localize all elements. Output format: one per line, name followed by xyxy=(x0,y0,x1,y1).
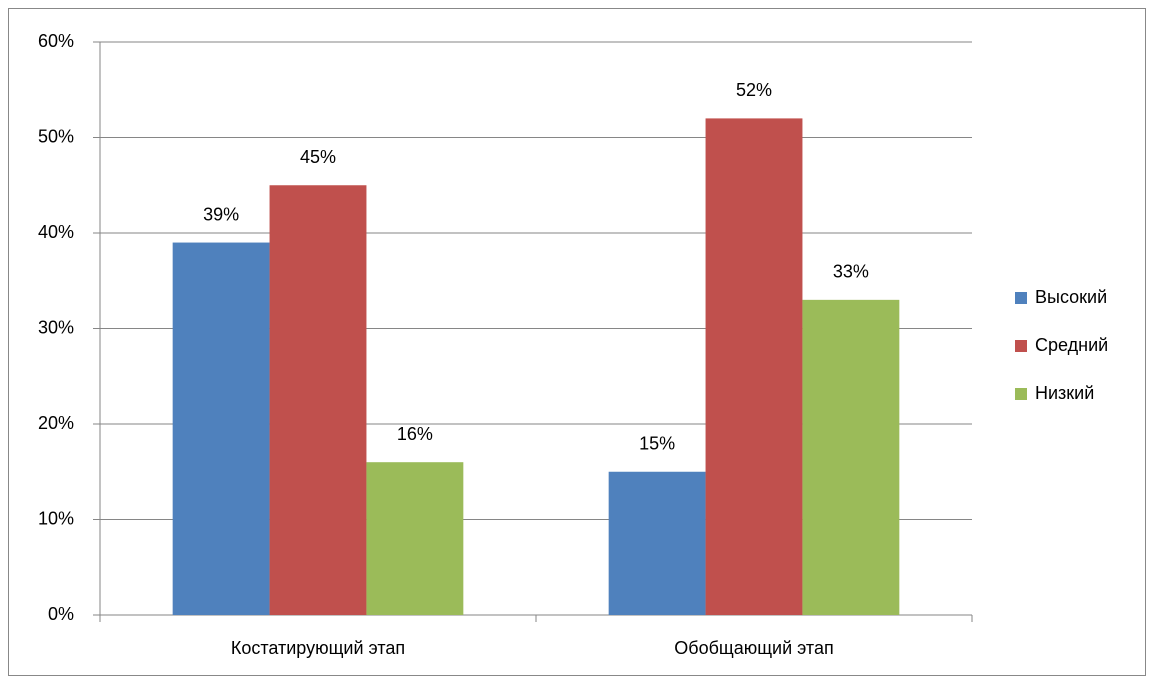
legend-label: Высокий xyxy=(1035,287,1107,307)
bar xyxy=(705,118,803,616)
y-tick-label: 50% xyxy=(38,126,74,146)
y-tick-label: 30% xyxy=(38,317,74,337)
legend-swatch xyxy=(1015,388,1027,400)
y-tick-label: 0% xyxy=(48,604,74,624)
legend-swatch xyxy=(1015,340,1027,352)
y-tick-label: 10% xyxy=(38,508,74,528)
bar xyxy=(608,471,706,615)
bar xyxy=(802,299,900,615)
value-label: 15% xyxy=(639,434,675,454)
value-label: 33% xyxy=(833,262,869,282)
y-tick-label: 60% xyxy=(38,31,74,51)
legend-label: Низкий xyxy=(1035,383,1094,403)
value-label: 39% xyxy=(203,204,239,224)
value-label: 16% xyxy=(397,424,433,444)
value-label: 45% xyxy=(300,147,336,167)
bar xyxy=(172,242,270,616)
value-label: 52% xyxy=(736,80,772,100)
legend-label: Средний xyxy=(1035,335,1108,355)
x-tick-label: Обобщающий этап xyxy=(674,638,833,658)
y-tick-label: 20% xyxy=(38,413,74,433)
legend-swatch xyxy=(1015,292,1027,304)
bar xyxy=(366,462,464,615)
y-tick-label: 40% xyxy=(38,222,74,242)
bar xyxy=(269,185,367,615)
x-tick-label: Костатирующий этап xyxy=(231,638,405,658)
